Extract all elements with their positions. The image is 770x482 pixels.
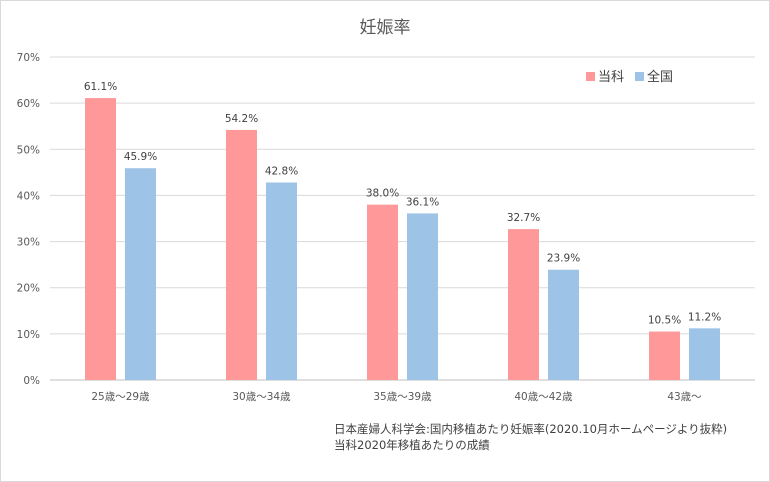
legend-label: 当科 (598, 70, 624, 85)
y-axis-ticks: 0% 10% 20% 30% 40% 50% 60% 70% (17, 52, 40, 387)
bar-全国-25歳〜29歳 (125, 168, 156, 380)
data-label: 45.9% (124, 151, 157, 163)
legend-swatch (635, 72, 644, 81)
data-label: 36.1% (406, 196, 439, 208)
y-tick-label: 30% (17, 237, 40, 249)
bar-全国-43歳〜 (689, 328, 720, 380)
bar-当科-35歳〜39歳 (367, 204, 398, 380)
bar-当科-43歳〜 (649, 331, 680, 380)
y-tick-label: 0% (23, 375, 40, 387)
y-tick-label: 50% (17, 144, 40, 156)
x-tick-label: 25歳〜29歳 (91, 391, 150, 403)
data-label: 54.2% (225, 113, 258, 125)
x-tick-label: 40歳〜42歳 (514, 391, 573, 403)
bar-当科-30歳〜34歳 (226, 129, 257, 380)
y-tick-label: 20% (17, 283, 40, 295)
source-notes: 日本産婦人科学会:国内移植あたり妊娠率(2020.10月ホームページより抜粋) … (334, 422, 727, 452)
bar-全国-30歳〜34歳 (266, 182, 297, 380)
source-note-2: 当科2020年移植あたりの成績 (334, 438, 490, 452)
x-tick-label: 35歳〜39歳 (373, 391, 432, 403)
data-label: 61.1% (84, 81, 117, 93)
y-tick-label: 40% (17, 190, 40, 202)
data-label: 23.9% (547, 253, 580, 265)
y-tick-label: 60% (17, 98, 40, 110)
data-label: 42.8% (265, 166, 298, 178)
legend-label: 全国 (647, 69, 673, 85)
bars (85, 98, 720, 381)
y-tick-label: 10% (17, 329, 40, 341)
gridlines (50, 56, 755, 381)
x-tick-label: 43歳〜 (667, 391, 702, 403)
bar-当科-40歳〜42歳 (508, 229, 539, 380)
x-tick-label: 30歳〜34歳 (232, 391, 291, 403)
source-note-1: 日本産婦人科学会:国内移植あたり妊娠率(2020.10月ホームページより抜粋) (334, 422, 727, 436)
data-label: 38.0% (366, 188, 399, 200)
data-labels: 61.1% 45.9% 54.2% 42.8% 38.0% 36.1% 32.7% 23.9%… (84, 81, 721, 326)
bar-全国-35歳〜39歳 (407, 213, 438, 380)
y-tick-label: 70% (17, 52, 40, 64)
data-label: 11.2% (688, 311, 721, 323)
data-label: 32.7% (507, 212, 540, 224)
legend-swatch (586, 72, 595, 81)
bar-当科-25歳〜29歳 (85, 98, 116, 381)
legend: 当科 全国 (586, 69, 673, 85)
x-axis-ticks: 25歳〜29歳 30歳〜34歳 35歳〜39歳 40歳〜42歳 43歳〜 (91, 391, 702, 403)
data-label: 10.5% (648, 315, 681, 327)
chart-title: 妊娠率 (360, 18, 411, 38)
bar-全国-40歳〜42歳 (548, 269, 579, 380)
